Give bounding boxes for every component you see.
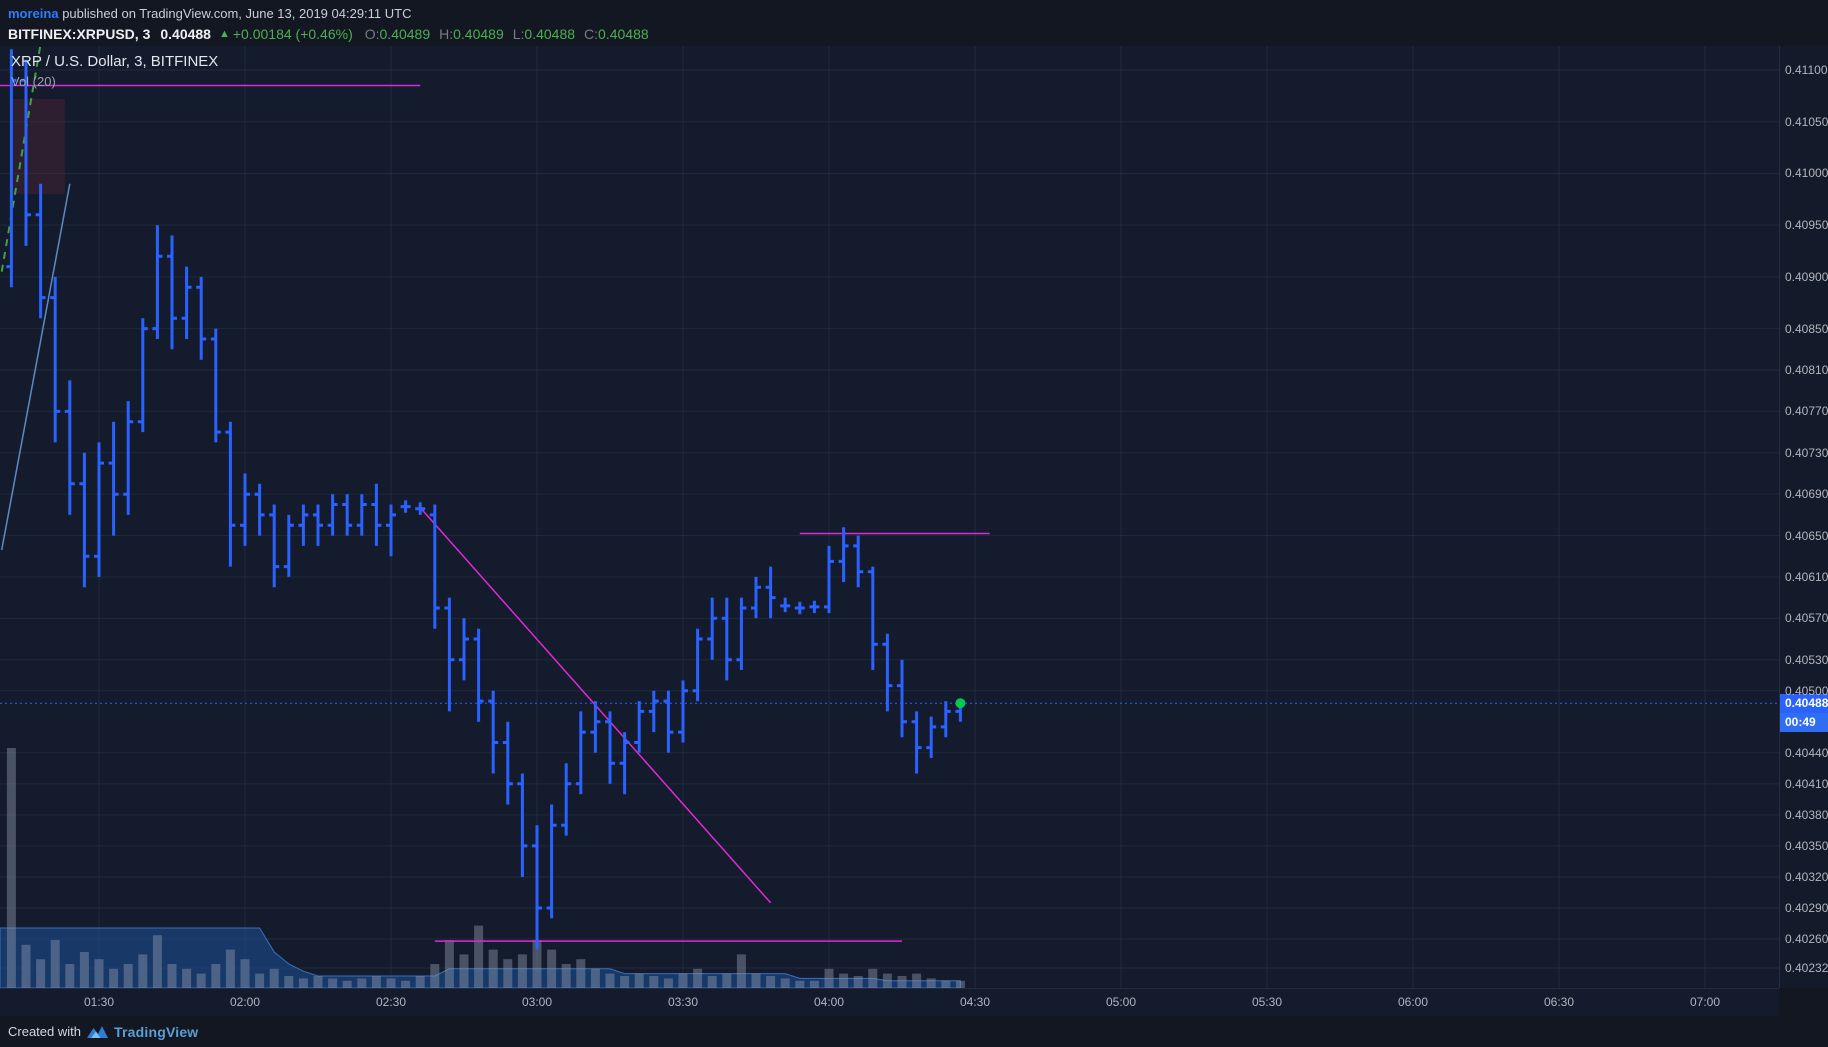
price-axis-label: 0.40570 [1785, 611, 1828, 626]
price-axis-label: 0.40530 [1785, 652, 1828, 667]
price-axis-label: 0.40320 [1785, 869, 1828, 884]
price-axis-label: 0.40610 [1785, 569, 1828, 584]
last-price-value: 0.40488 [160, 26, 211, 42]
time-axis-label: 03:00 [521, 995, 553, 1009]
volume-ma-area [0, 927, 961, 988]
blue-trendline[interactable] [0, 183, 71, 551]
price-axis-label: 0.41100 [1785, 63, 1828, 77]
price-axis-label: 0.40500 [1785, 683, 1828, 698]
footer: Created with TradingView [0, 1016, 1828, 1047]
price-change: +0.00184 (+0.46%) [232, 26, 353, 42]
price-chart-canvas[interactable] [0, 46, 1779, 988]
ohlc-bars [6, 49, 966, 950]
grid-lines [0, 46, 1779, 988]
price-axis-label: 0.40690 [1785, 487, 1828, 502]
byline-text: published on TradingView.com, June 13, 2… [58, 6, 412, 21]
price-axis-label: 0.40380 [1785, 807, 1828, 822]
price-axis-label: 0.40770 [1785, 404, 1828, 419]
price-axis-label: 0.41000 [1785, 166, 1828, 181]
tradingview-logo-icon[interactable] [86, 1025, 108, 1039]
chart-pane[interactable]: XRP / U.S. Dollar, 3, BITFINEX Vol (20) [0, 46, 1779, 988]
created-with-text: Created with [8, 1024, 81, 1039]
time-axis-label: 02:30 [375, 995, 407, 1009]
price-axis-label: 0.40350 [1785, 838, 1828, 853]
close-value: C:0.40488 [584, 26, 649, 42]
price-axis-label: 0.41050 [1785, 114, 1828, 129]
time-axis[interactable]: 01:30 02:00 02:30 03:00 03:30 04:00 04:30 05:00… [0, 988, 1779, 1016]
price-axis-label: 0.40440 [1785, 745, 1828, 760]
time-axis-label: 01:30 [83, 995, 115, 1009]
volume-indicator-label: Vol (20) [11, 74, 56, 89]
time-axis-label: 04:00 [813, 995, 845, 1009]
price-axis[interactable]: 0.40488 00:49 0.41100 0.41050 0.41000 0.409… [1779, 46, 1828, 988]
symbol-name: BITFINEX:XRPUSD, 3 [8, 26, 151, 42]
price-axis-label: 0.40650 [1785, 528, 1828, 543]
time-axis-label: 04:30 [959, 995, 991, 1009]
bar-countdown-badge: 00:49 [1780, 713, 1828, 733]
price-axis-label: 0.40290 [1785, 900, 1828, 915]
price-axis-label: 0.40810 [1785, 363, 1828, 378]
time-axis-label: 05:30 [1251, 995, 1283, 1009]
price-axis-label: 0.40410 [1785, 776, 1828, 791]
time-axis-label: 02:00 [229, 995, 261, 1009]
header: moreina published on TradingView.com, Ju… [0, 0, 1828, 46]
symbol-status-line: BITFINEX:XRPUSD, 3 0.40488 ▲ +0.00184 (+… [8, 24, 1828, 45]
time-axis-label: 06:30 [1543, 995, 1575, 1009]
last-price-dot [955, 698, 966, 709]
up-arrow-icon: ▲ [218, 28, 230, 40]
price-axis-label: 0.40232 [1785, 961, 1828, 975]
pane-title: XRP / U.S. Dollar, 3, BITFINEX [11, 53, 219, 70]
time-axis-label: 03:30 [667, 995, 699, 1009]
last-price-axis-badge: 0.40488 [1780, 694, 1828, 714]
time-axis-label: 07:00 [1689, 995, 1721, 1009]
time-axis-label: 05:00 [1105, 995, 1137, 1009]
high-value: H:0.40489 [439, 26, 504, 42]
price-axis-label: 0.40900 [1785, 269, 1828, 284]
trend-lines[interactable] [0, 46, 990, 942]
byline: moreina published on TradingView.com, Ju… [8, 3, 1828, 24]
author-link[interactable]: moreina [8, 6, 59, 21]
price-axis-label: 0.40730 [1785, 445, 1828, 460]
shaded-region [11, 98, 65, 195]
volume-bars [6, 748, 965, 988]
time-axis-label: 06:00 [1397, 995, 1429, 1009]
low-value: L:0.40488 [512, 26, 576, 42]
price-axis-label: 0.40260 [1785, 932, 1828, 947]
price-axis-label: 0.40950 [1785, 218, 1828, 233]
tradingview-logo-text[interactable]: TradingView [113, 1023, 199, 1040]
price-axis-label: 0.40850 [1785, 321, 1828, 336]
open-value: O:0.40489 [364, 26, 431, 42]
